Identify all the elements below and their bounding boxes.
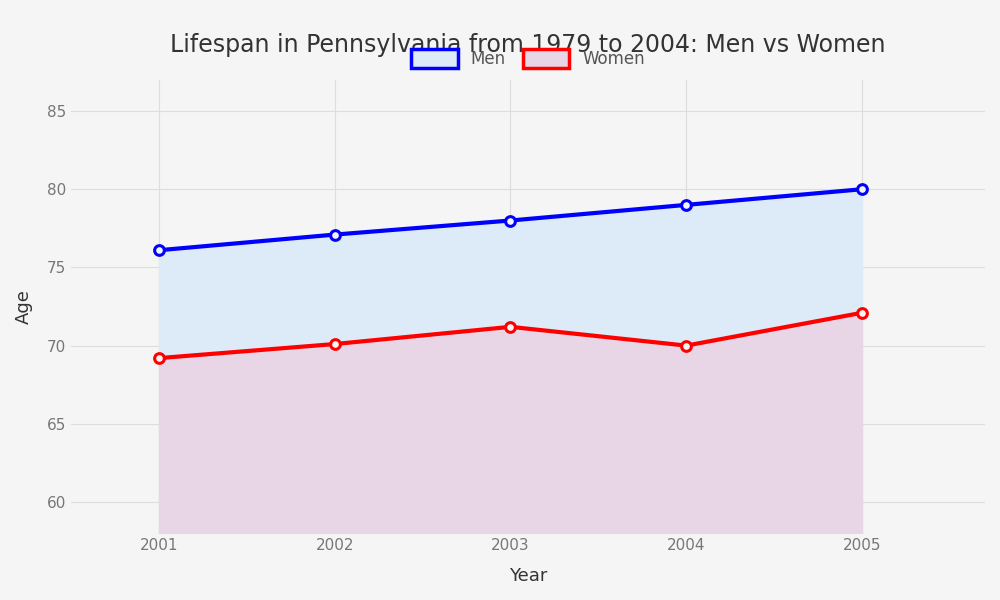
- Title: Lifespan in Pennsylvania from 1979 to 2004: Men vs Women: Lifespan in Pennsylvania from 1979 to 20…: [170, 33, 886, 57]
- Y-axis label: Age: Age: [15, 289, 33, 324]
- Legend: Men, Women: Men, Women: [404, 43, 652, 75]
- X-axis label: Year: Year: [509, 567, 547, 585]
